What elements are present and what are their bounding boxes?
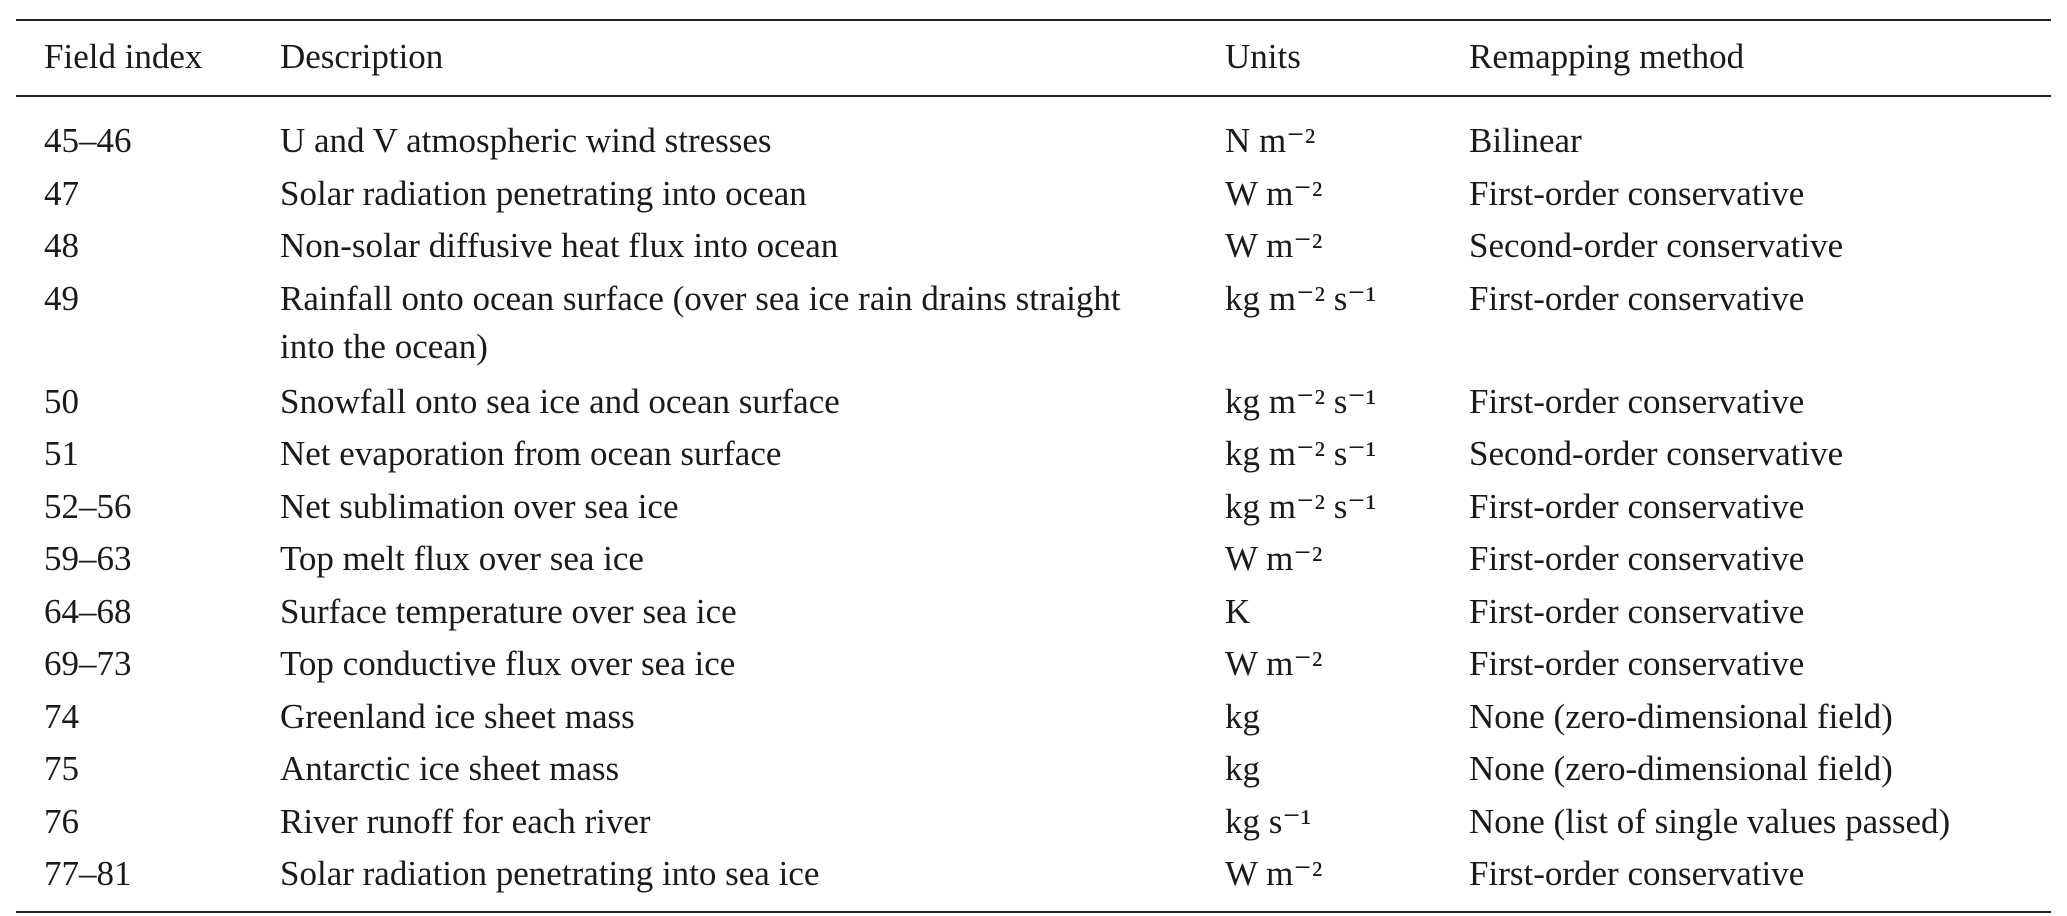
cell-description: Snowfall onto sea ice and ocean surface xyxy=(280,381,840,421)
cell-field-index: 75 xyxy=(44,749,79,788)
cell-description: Solar radiation penetrating into ocean xyxy=(280,173,807,213)
table-row: 59–63 Top melt flux over sea ice W m⁻² Firs… xyxy=(16,535,2051,588)
cell-remapping-method: First-order conservative xyxy=(1469,644,1805,683)
cell-remapping-method: Second-order conservative xyxy=(1469,226,1844,265)
cell-units: kg m⁻² s⁻¹ xyxy=(1225,381,1377,421)
cell-units: W m⁻² xyxy=(1225,854,1323,893)
header-rule xyxy=(16,95,2051,97)
table-row: 49 Rainfall onto ocean surface (over sea … xyxy=(16,275,2051,378)
cell-field-index: 49 xyxy=(44,278,79,318)
table-row: 69–73 Top conductive flux over sea ice W m… xyxy=(16,640,2051,693)
cell-units: W m⁻² xyxy=(1225,173,1323,213)
cell-units: N m⁻² xyxy=(1225,121,1316,160)
cell-field-index: 64–68 xyxy=(44,591,132,631)
cell-description: Net evaporation from ocean surface xyxy=(280,434,782,473)
cell-units: kg m⁻² s⁻¹ xyxy=(1225,434,1377,473)
table-row: 75 Antarctic ice sheet mass kg None (zero-d… xyxy=(16,745,2051,798)
header-field-index: Field index xyxy=(44,37,203,76)
data-table: Field index Description Units Remapping … xyxy=(16,19,2051,913)
cell-units: W m⁻² xyxy=(1225,539,1323,578)
table-row: 51 Net evaporation from ocean surface kg m… xyxy=(16,430,2051,483)
cell-description: Antarctic ice sheet mass xyxy=(280,749,620,788)
cell-remapping-method: Second-order conservative xyxy=(1469,434,1844,473)
cell-description: Surface temperature over sea ice xyxy=(280,591,737,631)
cell-units: W m⁻² xyxy=(1225,226,1323,265)
cell-description: Rainfall onto ocean surface (over sea ic… xyxy=(280,278,1121,366)
cell-remapping-method: First-order conservative xyxy=(1469,381,1805,421)
cell-units: kg m⁻² s⁻¹ xyxy=(1225,486,1377,526)
header-units: Units xyxy=(1225,37,1301,76)
cell-remapping-method: Bilinear xyxy=(1469,121,1582,160)
table-row: 74 Greenland ice sheet mass kg None (zero-d… xyxy=(16,693,2051,746)
cell-units: W m⁻² xyxy=(1225,644,1323,683)
table-row: 45–46 U and V atmospheric wind stresses N … xyxy=(16,117,2051,170)
cell-description: Greenland ice sheet mass xyxy=(280,696,635,736)
table-row: 50 Snowfall onto sea ice and ocean surfac… xyxy=(16,378,2051,431)
cell-remapping-method: First-order conservative xyxy=(1469,854,1805,893)
table-row: 76 River runoff for each river kg s⁻¹ None … xyxy=(16,798,2051,851)
cell-field-index: 47 xyxy=(44,173,79,213)
cell-field-index: 51 xyxy=(44,434,79,473)
cell-remapping-method: First-order conservative xyxy=(1469,591,1805,631)
cell-field-index: 69–73 xyxy=(44,644,132,683)
cell-description: Top conductive flux over sea ice xyxy=(280,644,736,683)
bottom-rule xyxy=(16,910,2051,913)
cell-remapping-method: First-order conservative xyxy=(1469,539,1805,578)
cell-remapping-method: First-order conservative xyxy=(1469,278,1805,318)
cell-field-index: 50 xyxy=(44,381,79,421)
cell-field-index: 77–81 xyxy=(44,854,132,893)
cell-description: Solar radiation penetrating into sea ice xyxy=(280,854,820,893)
cell-description: Net sublimation over sea ice xyxy=(280,486,679,526)
top-rule xyxy=(16,19,2051,21)
table-row: 48 Non-solar diffusive heat flux into oce… xyxy=(16,222,2051,275)
cell-units: kg s⁻¹ xyxy=(1225,801,1312,841)
header-description: Description xyxy=(280,37,444,76)
cell-field-index: 76 xyxy=(44,801,79,841)
table-row: 77–81 Solar radiation penetrating into se… xyxy=(16,850,2051,903)
cell-remapping-method: None (zero-dimensional field) xyxy=(1469,749,1893,788)
cell-remapping-method: None (zero-dimensional field) xyxy=(1469,696,1893,736)
cell-field-index: 45–46 xyxy=(44,121,132,160)
cell-remapping-method: None (list of single values passed) xyxy=(1469,801,1951,841)
cell-description: Top melt flux over sea ice xyxy=(280,539,644,578)
cell-units: kg xyxy=(1225,749,1260,788)
cell-field-index: 74 xyxy=(44,696,79,736)
table-row: 64–68 Surface temperature over sea ice K Fi… xyxy=(16,588,2051,641)
cell-remapping-method: First-order conservative xyxy=(1469,173,1805,213)
cell-description: U and V atmospheric wind stresses xyxy=(280,121,772,160)
cell-field-index: 52–56 xyxy=(44,486,132,526)
cell-remapping-method: First-order conservative xyxy=(1469,486,1805,526)
cell-field-index: 59–63 xyxy=(44,539,132,578)
cell-units: kg xyxy=(1225,696,1260,736)
cell-description: Non-solar diffusive heat flux into ocean xyxy=(280,226,839,265)
table-row: 52–56 Net sublimation over sea ice kg m⁻² … xyxy=(16,483,2051,536)
table-body: 45–46 U and V atmospheric wind stresses N … xyxy=(16,97,2051,911)
cell-units: kg m⁻² s⁻¹ xyxy=(1225,278,1377,318)
cell-units: K xyxy=(1225,591,1251,631)
header-row: Field index Description Units Remapping … xyxy=(16,21,2051,95)
table-row: 47 Solar radiation penetrating into ocean… xyxy=(16,170,2051,223)
header-remapping-method: Remapping method xyxy=(1469,37,1745,76)
cell-field-index: 48 xyxy=(44,226,79,265)
cell-description: River runoff for each river xyxy=(280,801,651,841)
